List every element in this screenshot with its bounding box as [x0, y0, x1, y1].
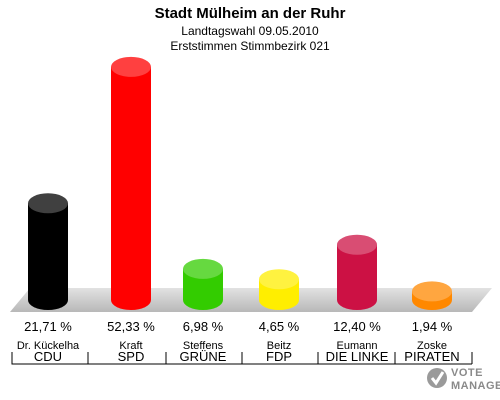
candidate-label: Beitz: [267, 340, 291, 352]
bar-grüne: [183, 258, 223, 310]
bar-die-linke: [337, 234, 377, 310]
chart-subtitle-2: Erststimmen Stimmbezirk 021: [170, 39, 330, 53]
bar-body-cdu: [28, 203, 68, 310]
candidate-label: Dr. Kückelha: [17, 340, 80, 352]
vote-manager-logo: VOTE MANAGER: [427, 367, 500, 392]
bar-body-grüne: [183, 268, 223, 310]
bar-top-cdu: [28, 193, 68, 214]
party-label: FDP: [266, 349, 292, 364]
bar-group: [28, 56, 452, 310]
value-label: 21,71 %: [24, 319, 72, 334]
category-bracket: [11, 352, 88, 365]
category-bracket: [317, 352, 395, 365]
party-label: GRÜNE: [180, 349, 227, 364]
category-bracket: [241, 352, 318, 365]
bar-top-fdp: [259, 269, 299, 290]
bar-cdu: [28, 193, 68, 310]
party-label: DIE LINKE: [326, 349, 389, 364]
logo-line-1: VOTE: [451, 367, 483, 379]
bar-top-spd: [111, 56, 151, 77]
category-bracket: [165, 352, 242, 365]
value-label: 12,40 %: [333, 319, 381, 334]
category-bracket: [394, 352, 472, 365]
category-bracket: [87, 352, 166, 365]
candidate-label: Eumann: [337, 340, 378, 352]
candidate-label: Kraft: [119, 340, 142, 352]
category-brackets: [11, 352, 473, 365]
bar-piraten: [412, 281, 452, 310]
bar-top-grüne: [183, 258, 223, 279]
bar-fdp: [259, 269, 299, 310]
bar-body-die-linke: [337, 244, 377, 310]
bar-top-piraten: [412, 281, 452, 302]
party-label: CDU: [34, 349, 62, 364]
value-label: 6,98 %: [183, 319, 224, 334]
logo-line-2: MANAGER: [451, 380, 500, 392]
party-label: PIRATEN: [404, 349, 459, 364]
value-label: 1,94 %: [412, 319, 453, 334]
party-label: SPD: [118, 349, 145, 364]
bar-top-die-linke: [337, 234, 377, 255]
checkmark-icon: [427, 368, 447, 388]
bar-spd: [111, 56, 151, 310]
candidate-label: Steffens: [183, 340, 224, 352]
value-label: 52,33 %: [107, 319, 155, 334]
candidate-label: Zoske: [417, 340, 447, 352]
bar-body-spd: [111, 66, 151, 310]
value-label: 4,65 %: [259, 319, 300, 334]
chart-subtitle: Landtagswahl 09.05.2010: [181, 24, 319, 38]
chart-title: Stadt Mülheim an der Ruhr: [155, 5, 346, 22]
